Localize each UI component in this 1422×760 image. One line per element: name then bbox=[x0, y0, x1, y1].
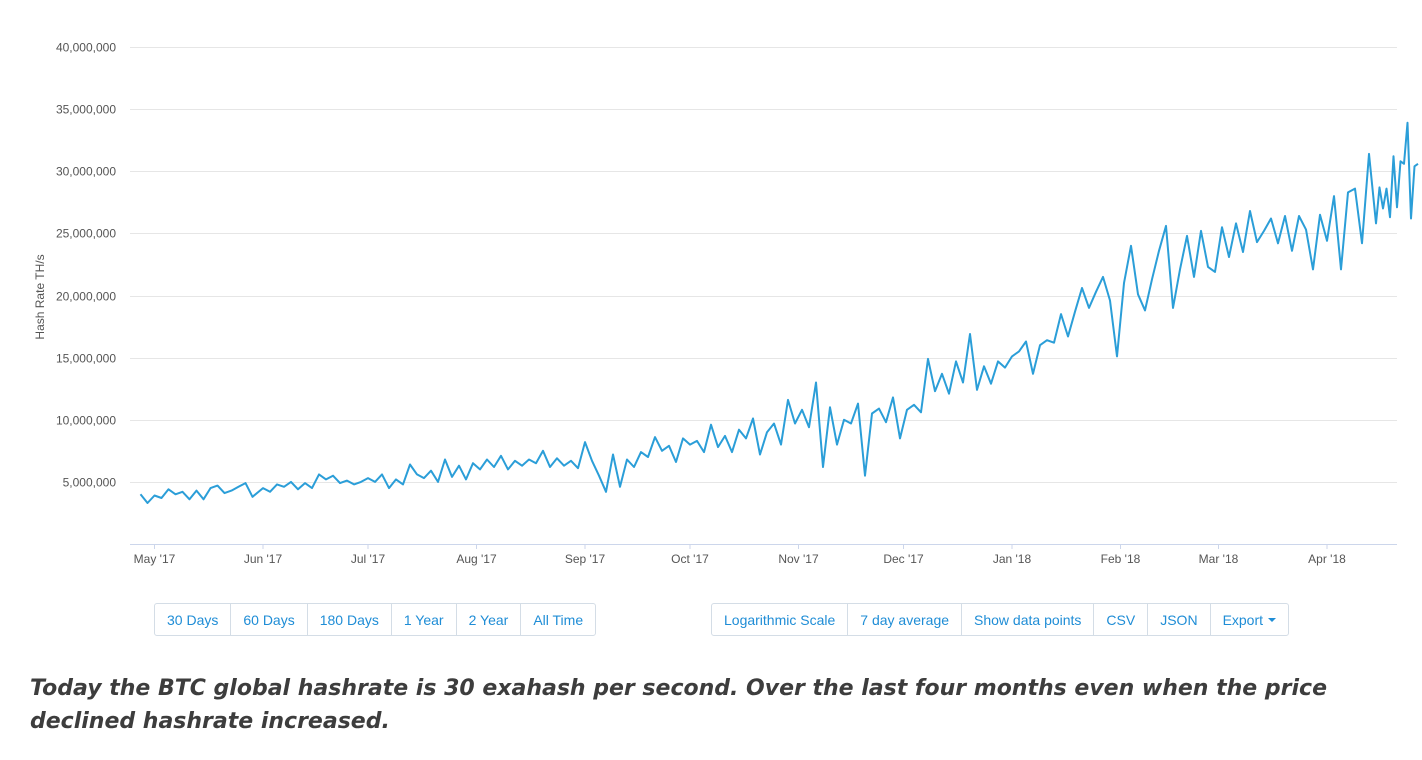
range-all-time-button[interactable]: All Time bbox=[521, 604, 595, 635]
option-logarithmic-scale-button[interactable]: Logarithmic Scale bbox=[712, 604, 849, 635]
y-tick-label: 20,000,000 bbox=[56, 290, 116, 304]
hashrate-chart: 5,000,000 10,000,000 15,000,000 20,000,000 2… bbox=[33, 41, 1419, 566]
x-tick-label: Jul '17 bbox=[351, 552, 386, 566]
range-1-year-button[interactable]: 1 Year bbox=[392, 604, 457, 635]
x-tick-label: Dec '17 bbox=[883, 552, 924, 566]
x-tick-label: May '17 bbox=[134, 552, 176, 566]
7-day-average-label: 7 day average bbox=[860, 611, 950, 628]
time-range-button-group: 30 Days 60 Days 180 Days 1 Year 2 Year All Ti… bbox=[154, 603, 597, 636]
60-days-label: 60 Days bbox=[243, 611, 295, 628]
csv-label: CSV bbox=[1106, 611, 1136, 628]
show-data-points-label: Show data points bbox=[974, 611, 1082, 628]
x-tick-label: Jun '17 bbox=[244, 552, 283, 566]
y-axis-tick-labels: 5,000,000 10,000,000 15,000,000 20,000,000 2… bbox=[56, 41, 116, 490]
x-tick-label: Sep '17 bbox=[565, 552, 606, 566]
export-label: Export bbox=[1222, 611, 1264, 628]
range-180-days-button[interactable]: 180 Days bbox=[308, 604, 392, 635]
option-csv-button[interactable]: CSV bbox=[1094, 604, 1149, 635]
article-caption: Today the BTC global hashrate is 30 exah… bbox=[30, 676, 1327, 734]
option-show-data-points-button[interactable]: Show data points bbox=[962, 604, 1095, 635]
y-axis-title: Hash Rate TH/s bbox=[33, 254, 47, 339]
chart-options-button-group: Logarithmic Scale 7 day average Show data … bbox=[711, 603, 1290, 636]
x-tick-label: Mar '18 bbox=[1199, 552, 1239, 566]
x-axis-tick-labels: May '17 Jun '17 Jul '17 Aug '17 Sep '17 Oct '… bbox=[134, 544, 1346, 566]
y-tick-label: 25,000,000 bbox=[56, 227, 116, 241]
y-tick-label: 10,000,000 bbox=[56, 414, 116, 428]
x-tick-label: Jan '18 bbox=[993, 552, 1032, 566]
json-label: JSON bbox=[1160, 611, 1198, 628]
y-tick-label: 15,000,000 bbox=[56, 352, 116, 366]
chevron-down-icon bbox=[1268, 617, 1277, 622]
range-60-days-button[interactable]: 60 Days bbox=[231, 604, 308, 635]
all-time-label: All Time bbox=[533, 611, 584, 628]
2-year-label: 2 Year bbox=[468, 611, 509, 628]
180-days-label: 180 Days bbox=[319, 611, 379, 628]
series-line bbox=[139, 121, 1419, 504]
y-tick-label: 30,000,000 bbox=[56, 165, 116, 179]
x-tick-label: Oct '17 bbox=[671, 552, 709, 566]
x-tick-label: Apr '18 bbox=[1308, 552, 1346, 566]
y-tick-label: 40,000,000 bbox=[56, 41, 116, 55]
y-tick-label: 5,000,000 bbox=[63, 476, 117, 490]
grid-lines bbox=[130, 47, 1397, 545]
x-tick-label: Aug '17 bbox=[456, 552, 497, 566]
1-year-label: 1 Year bbox=[403, 611, 444, 628]
option-7-day-average-button[interactable]: 7 day average bbox=[848, 604, 963, 635]
option-export-button[interactable]: Export bbox=[1211, 604, 1288, 635]
y-tick-label: 35,000,000 bbox=[56, 103, 116, 117]
option-json-button[interactable]: JSON bbox=[1148, 604, 1211, 635]
range-2-year-button[interactable]: 2 Year bbox=[457, 604, 522, 635]
x-tick-label: Feb '18 bbox=[1101, 552, 1141, 566]
x-tick-label: Nov '17 bbox=[778, 552, 819, 566]
30-days-label: 30 Days bbox=[167, 611, 219, 628]
series-hash-rate bbox=[139, 121, 1419, 504]
logarithmic-scale-label: Logarithmic Scale bbox=[724, 611, 836, 628]
range-30-days-button[interactable]: 30 Days bbox=[155, 604, 232, 635]
